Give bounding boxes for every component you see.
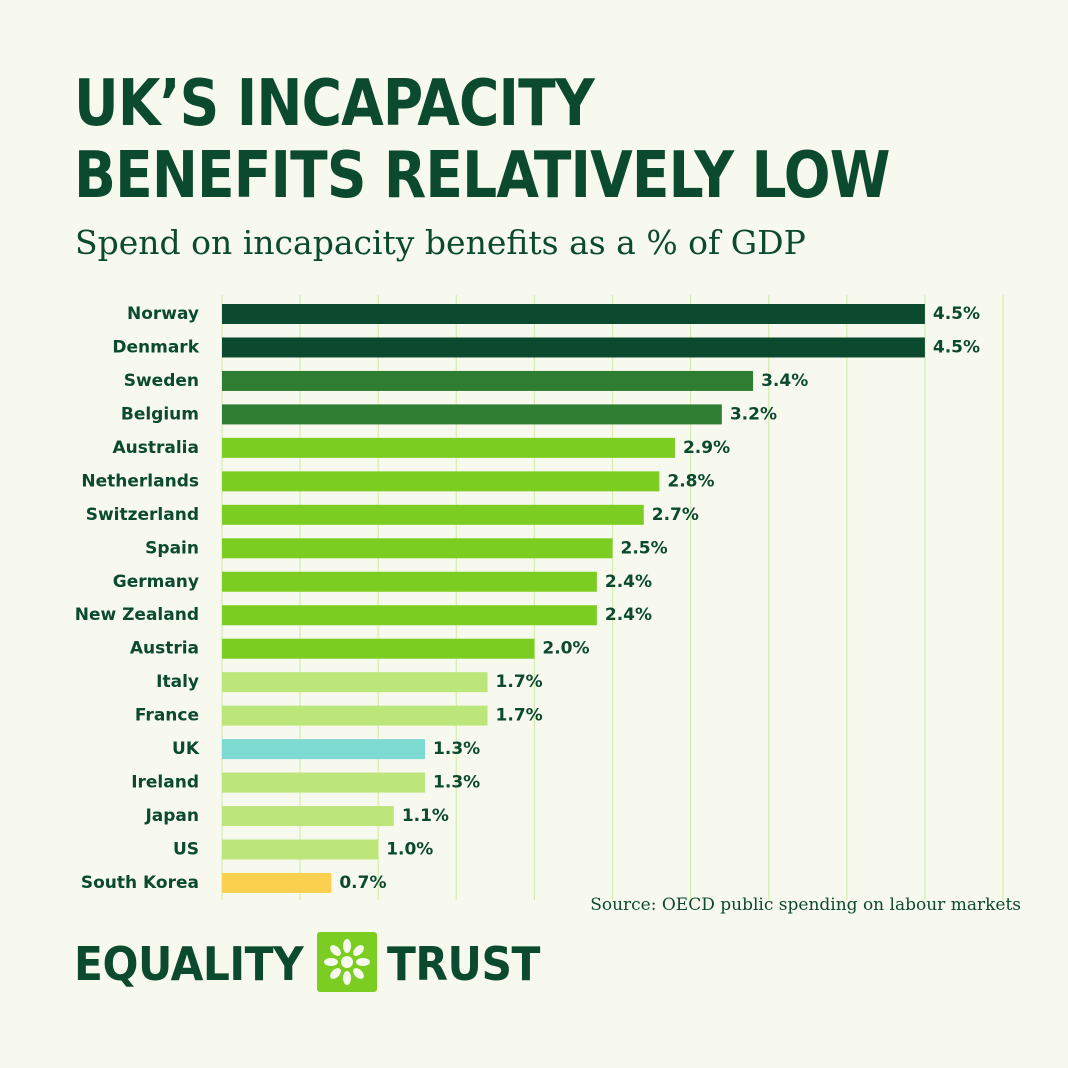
data-label: 1.0% xyxy=(386,840,433,860)
data-label: 4.5% xyxy=(933,337,980,357)
equality-trust-logo: EQUALITY TRUST xyxy=(74,932,553,996)
data-label: 2.7% xyxy=(652,505,699,525)
bar xyxy=(222,672,488,693)
data-label: 1.3% xyxy=(433,773,480,793)
category-label: New Zealand xyxy=(75,605,199,625)
data-label: 1.7% xyxy=(496,706,543,726)
source-note: Source: OECD public spending on labour m… xyxy=(590,895,1021,915)
category-label: Germany xyxy=(113,572,199,592)
flower-icon xyxy=(317,932,378,996)
category-label: Sweden xyxy=(124,371,199,391)
logo-word-left: EQUALITY xyxy=(74,937,304,991)
bar xyxy=(222,471,660,492)
data-label: 2.4% xyxy=(605,572,652,592)
category-label: Norway xyxy=(127,304,199,324)
category-label: South Korea xyxy=(81,873,199,893)
category-label: Netherlands xyxy=(81,471,199,491)
bar xyxy=(222,806,394,827)
category-label: Ireland xyxy=(131,773,199,793)
data-label: 3.2% xyxy=(730,404,777,424)
bar xyxy=(222,772,426,793)
category-label: Denmark xyxy=(112,337,199,357)
data-label: 2.4% xyxy=(605,605,652,625)
category-label: France xyxy=(135,706,199,726)
category-label: Australia xyxy=(113,438,200,458)
bar xyxy=(222,437,675,458)
data-label: 0.7% xyxy=(339,873,386,893)
bar xyxy=(222,705,488,726)
logo-word-right: TRUST xyxy=(387,937,541,991)
bar xyxy=(222,739,426,760)
data-label: 1.1% xyxy=(402,806,449,826)
data-label: 1.3% xyxy=(433,739,480,759)
category-label: Switzerland xyxy=(86,505,199,525)
bar xyxy=(222,337,925,358)
data-label: 3.4% xyxy=(761,371,808,391)
bar-chart: Norway 4.5% Denmark 4.5% Sweden 3.4% Belgium 3.… xyxy=(75,295,1004,900)
category-label: UK xyxy=(172,739,200,759)
category-label: Belgium xyxy=(121,404,199,424)
bar xyxy=(222,504,644,525)
bar xyxy=(222,404,722,425)
bar xyxy=(222,839,379,860)
category-label: Austria xyxy=(130,639,199,659)
bar xyxy=(222,304,925,324)
data-label: 2.5% xyxy=(621,538,668,558)
data-label: 4.5% xyxy=(933,304,980,324)
bar xyxy=(222,872,332,893)
data-label: 2.9% xyxy=(683,438,730,458)
category-label: US xyxy=(173,840,199,860)
chart-subtitle: Spend on incapacity benefits as a % of G… xyxy=(75,223,806,262)
data-label: 2.0% xyxy=(542,639,589,659)
category-label: Italy xyxy=(156,672,199,692)
bar xyxy=(222,605,597,626)
bar xyxy=(222,571,597,592)
bar xyxy=(222,538,613,559)
data-label: 1.7% xyxy=(496,672,543,692)
category-label: Japan xyxy=(144,806,199,826)
bar xyxy=(222,370,754,391)
category-label: Spain xyxy=(145,538,199,558)
chart-title: UK’S INCAPACITY BENEFITS RELATIVELY LOW xyxy=(74,67,890,213)
bar xyxy=(222,638,535,659)
data-label: 2.8% xyxy=(667,471,714,491)
